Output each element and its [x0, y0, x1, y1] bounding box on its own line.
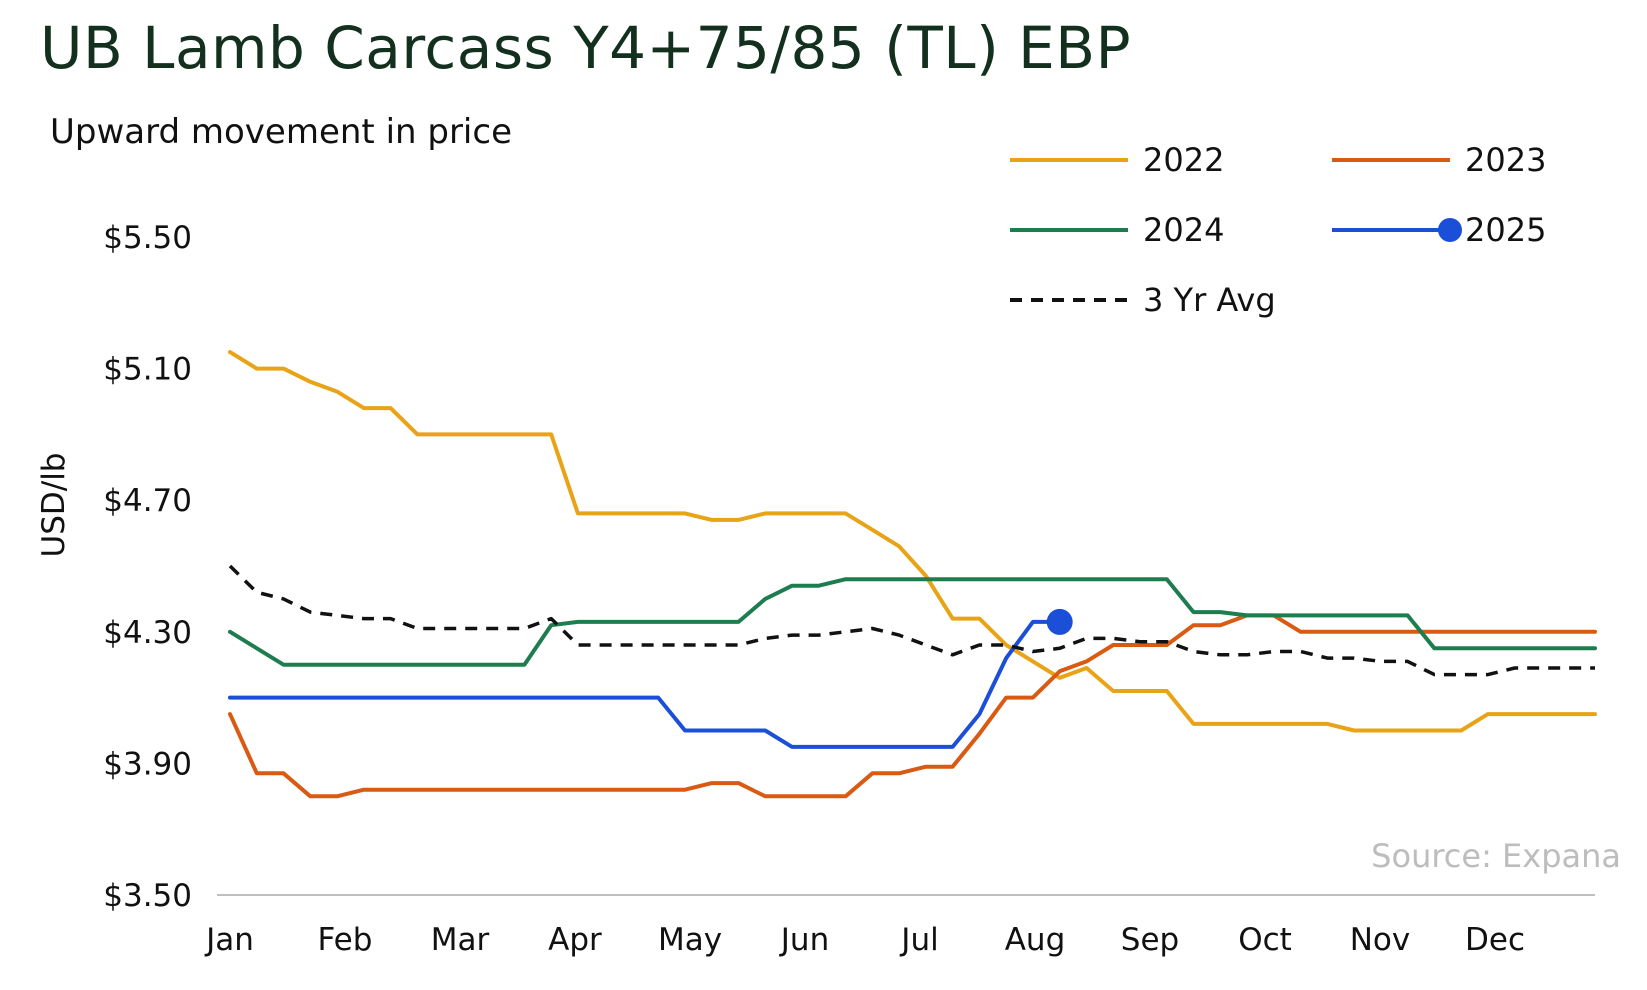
x-tick-label: Mar	[431, 922, 490, 958]
legend: 2022 2023 2024 2025 3 Yr Avg	[1010, 141, 1546, 319]
legend-label: 2022	[1143, 141, 1224, 179]
x-tick-label: Aug	[1005, 922, 1066, 958]
series-lines	[228, 350, 1597, 799]
y-tick-label: $4.70	[103, 483, 192, 519]
series-end-marker	[1046, 608, 1073, 635]
x-tick-label: Jun	[779, 922, 829, 958]
x-tick-label: Apr	[548, 922, 602, 958]
legend-label: 3 Yr Avg	[1143, 281, 1276, 319]
y-tick-label: $3.90	[103, 746, 192, 782]
x-tick-label: Nov	[1350, 922, 1411, 958]
series-line-3-yr-avg	[228, 564, 1595, 677]
legend-marker	[1438, 218, 1462, 242]
x-tick-label: May	[658, 922, 722, 958]
legend-label: 2025	[1465, 211, 1546, 249]
series-line-2022	[228, 350, 1597, 733]
source-note: Source: Expana	[1371, 837, 1621, 875]
y-tick-label: $3.50	[103, 878, 192, 914]
x-tick-labels: Jan Feb Mar Apr May Jun Jul Aug Sep Oct Nov Dec	[204, 922, 1525, 958]
x-tick-label: Oct	[1238, 922, 1292, 958]
y-tick-labels: $5.50 $5.10 $4.70 $4.30 $3.90 $3.50	[103, 220, 192, 914]
x-tick-label: Jul	[899, 922, 938, 958]
y-axis-label: USD/lb	[36, 453, 72, 558]
y-tick-label: $5.50	[103, 220, 192, 256]
x-tick-label: Feb	[318, 922, 373, 958]
legend-label: 2023	[1465, 141, 1546, 179]
x-tick-label: Jan	[204, 922, 254, 958]
chart-subtitle: Upward movement in price	[50, 112, 512, 152]
chart-title: UB Lamb Carcass Y4+75/85 (TL) EBP	[40, 14, 1132, 82]
x-tick-label: Dec	[1465, 922, 1525, 958]
series-line-2023	[228, 613, 1597, 799]
series-line-2025	[228, 619, 1062, 749]
y-tick-label: $5.10	[103, 352, 192, 388]
x-tick-label: Sep	[1121, 922, 1179, 958]
y-tick-label: $4.30	[103, 615, 192, 651]
series-line-2024	[228, 577, 1597, 667]
legend-label: 2024	[1143, 211, 1224, 249]
